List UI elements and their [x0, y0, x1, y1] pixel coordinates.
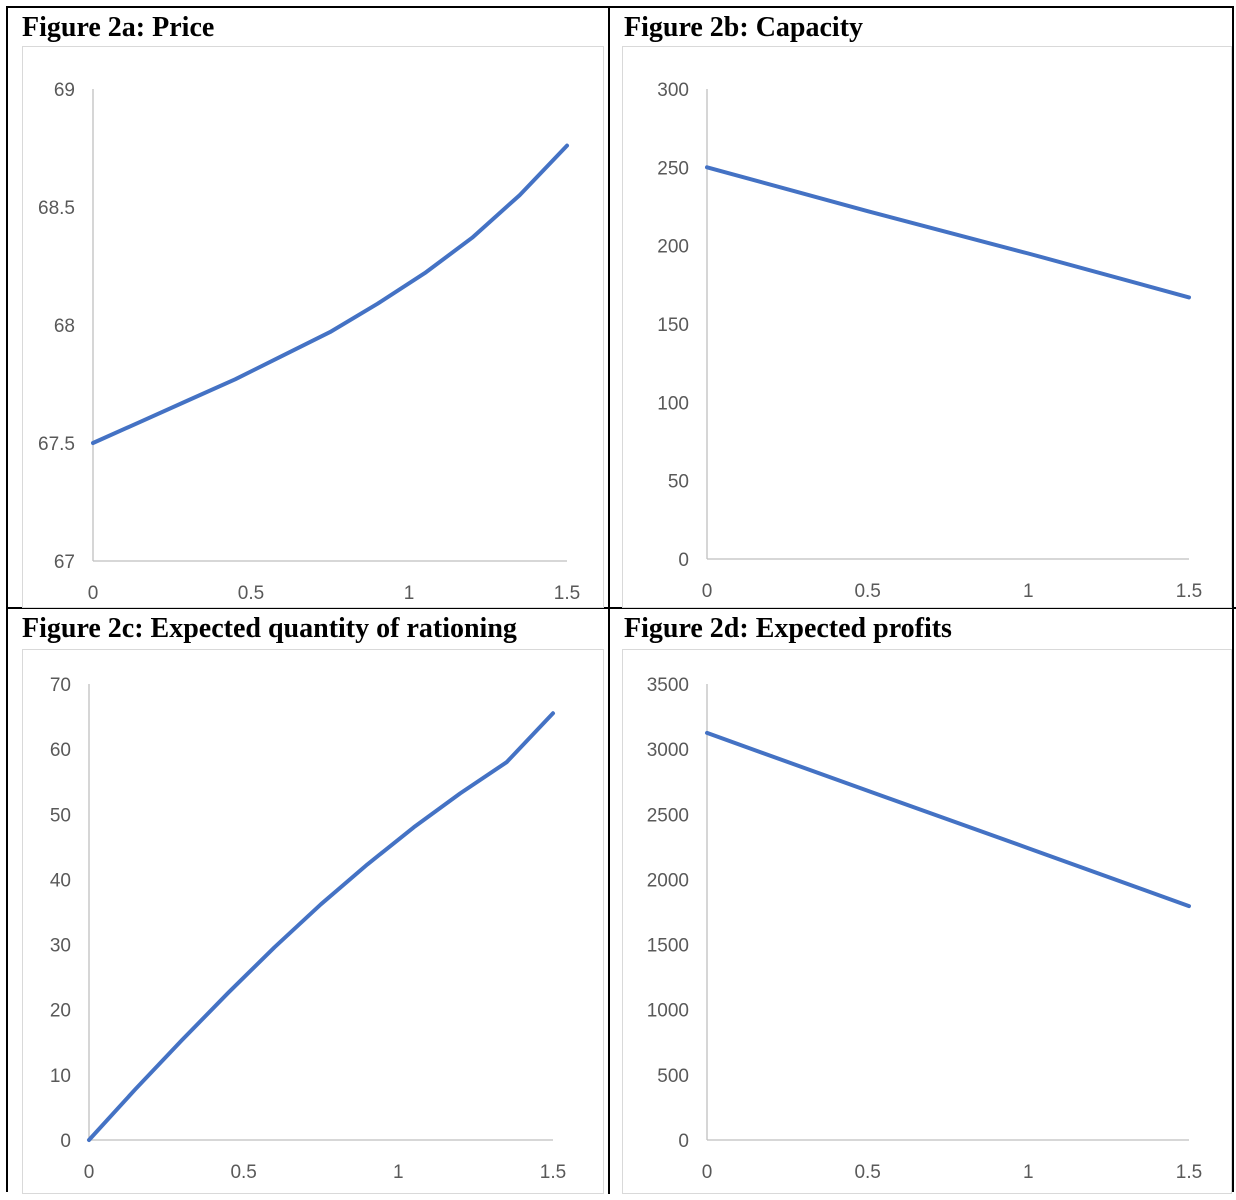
x-tick-label: 1.5	[1176, 1162, 1202, 1183]
chart-frame-price: 67 67.5 68 68.5 69 0 0.5 1 1.5	[22, 46, 604, 608]
series-line	[87, 711, 555, 1142]
y-tick-label: 150	[657, 315, 689, 336]
y-tick-label: 3000	[647, 740, 689, 761]
y-tick-label: 1000	[647, 1001, 689, 1022]
y-tick-label: 67.5	[38, 434, 75, 455]
x-tick-label: 1.5	[1176, 581, 1202, 602]
series-line	[91, 143, 569, 445]
chart-profits: 0 500 1000 1500 2000 2500 3000 3500 0 0.5 1 1.5	[647, 675, 1202, 1183]
y-tick-label: 2000	[647, 870, 689, 891]
y-tick-label: 500	[657, 1066, 689, 1087]
panel-profits: Figure 2d: Expected profits 0 500 1000 1500…	[610, 609, 1234, 1194]
y-tick-label: 200	[657, 237, 689, 258]
series-line	[705, 165, 1191, 300]
y-tick-label: 10	[50, 1066, 71, 1087]
panel-price: Figure 2a: Price 67 67.5 68 68.5 69 0 0.5 1 1.5	[8, 8, 608, 608]
y-tick-label: 100	[657, 393, 689, 414]
chart-frame-rationing: 0 10 20 30 40 50 60 70 0 0.5 1 1.5	[22, 649, 604, 1194]
y-tick-label: 68	[54, 316, 75, 337]
y-tick-label: 3500	[647, 675, 689, 696]
y-tick-label: 250	[657, 158, 689, 179]
y-tick-label: 1500	[647, 936, 689, 957]
y-tick-label: 2500	[647, 805, 689, 826]
x-tick-label: 0.5	[854, 581, 880, 602]
y-tick-label: 60	[50, 740, 71, 761]
vertical-divider	[608, 8, 610, 1194]
x-tick-label: 1.5	[540, 1162, 566, 1183]
y-tick-label: 300	[657, 80, 689, 101]
x-tick-label: 0.5	[854, 1162, 880, 1183]
chart-rationing: 0 10 20 30 40 50 60 70 0 0.5 1 1.5	[50, 675, 566, 1183]
y-tick-label: 0	[678, 550, 689, 571]
x-tick-label: 0.5	[230, 1162, 256, 1183]
chart-frame-profits: 0 500 1000 1500 2000 2500 3000 3500 0 0.5 1 1.5	[622, 649, 1232, 1194]
y-tick-label: 40	[50, 870, 71, 891]
y-tick-label: 0	[60, 1131, 71, 1152]
y-tick-label: 68.5	[38, 198, 75, 219]
x-tick-label: 1	[1023, 1162, 1034, 1183]
horizontal-divider	[8, 607, 1236, 609]
x-tick-label: 0	[702, 1162, 713, 1183]
chart-frame-capacity: 0 50 100 150 200 250 300 0 0.5 1 1.5	[622, 46, 1232, 608]
chart-title-capacity: Figure 2b: Capacity	[624, 12, 864, 43]
x-tick-label: 1	[393, 1162, 404, 1183]
y-tick-label: 30	[50, 936, 71, 957]
figure-grid: Figure 2a: Price 67 67.5 68 68.5 69 0 0.5 1 1.5 …	[6, 6, 1236, 1194]
x-tick-label: 1	[1023, 581, 1034, 602]
x-tick-label: 0	[88, 583, 99, 604]
x-tick-label: 0.5	[238, 583, 264, 604]
y-tick-label: 70	[50, 675, 71, 696]
chart-price: 67 67.5 68 68.5 69 0 0.5 1 1.5	[38, 80, 580, 604]
x-tick-label: 0	[84, 1162, 95, 1183]
y-tick-label: 50	[50, 805, 71, 826]
y-tick-label: 67	[54, 552, 75, 573]
chart-title-price: Figure 2a: Price	[22, 12, 215, 43]
chart-capacity: 0 50 100 150 200 250 300 0 0.5 1 1.5	[657, 80, 1202, 602]
y-tick-label: 20	[50, 1001, 71, 1022]
y-tick-label: 0	[678, 1131, 689, 1152]
x-tick-label: 0	[702, 581, 713, 602]
series-line	[705, 730, 1191, 909]
panel-rationing: Figure 2c: Expected quantity of rationin…	[8, 609, 608, 1194]
x-tick-label: 1	[404, 583, 415, 604]
panel-capacity: Figure 2b: Capacity 0 50 100 150 200 250 300 0 0…	[610, 8, 1234, 608]
x-tick-label: 1.5	[554, 583, 580, 604]
y-tick-label: 69	[54, 80, 75, 101]
y-tick-label: 50	[668, 472, 689, 493]
chart-title-rationing: Figure 2c: Expected quantity of rationin…	[22, 613, 517, 644]
chart-title-profits: Figure 2d: Expected profits	[624, 613, 952, 644]
